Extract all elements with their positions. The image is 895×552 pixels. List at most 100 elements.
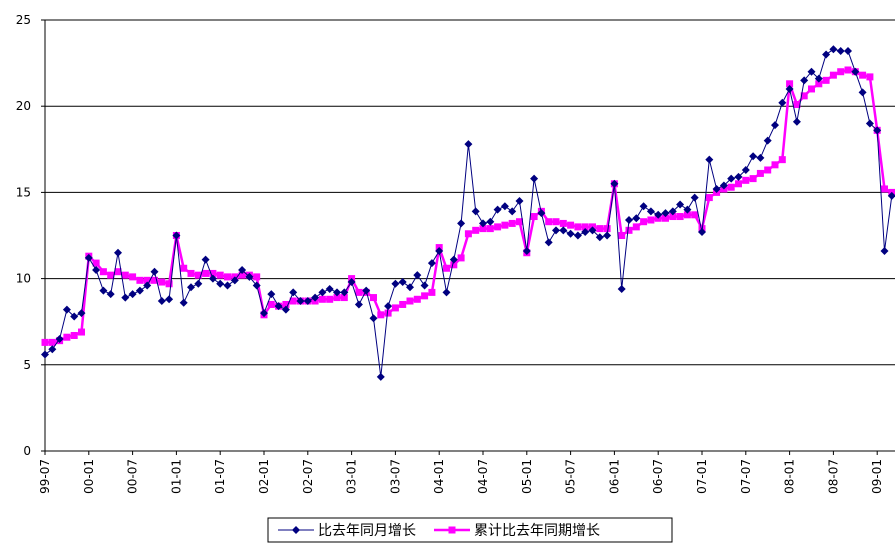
y-tick-label: 15 [16, 185, 31, 199]
x-tick-label: 06-01 [607, 459, 621, 494]
point [515, 197, 524, 206]
point [873, 126, 882, 135]
point [318, 295, 326, 303]
point [223, 281, 232, 290]
point [581, 228, 590, 237]
point [625, 226, 633, 234]
point [479, 225, 487, 233]
point [792, 117, 801, 126]
point [252, 281, 261, 290]
point [640, 218, 648, 226]
point [719, 181, 728, 190]
point [377, 311, 385, 319]
point [194, 271, 202, 279]
point [179, 298, 188, 307]
point [552, 226, 560, 235]
point [669, 213, 677, 221]
x-tick-label: 00-01 [82, 459, 96, 494]
point [260, 309, 268, 318]
point [63, 333, 71, 341]
point [500, 202, 509, 211]
point [238, 265, 247, 274]
point [41, 338, 49, 346]
point [829, 45, 838, 54]
point [749, 175, 757, 183]
x-tick-label: 00-07 [126, 459, 140, 494]
point [573, 231, 582, 240]
y-tick-label: 10 [16, 272, 31, 286]
point [150, 267, 159, 276]
point [661, 209, 670, 218]
point [837, 68, 845, 76]
x-tick-label: 06-07 [651, 459, 665, 494]
point [443, 264, 450, 272]
point [202, 269, 210, 277]
point [464, 230, 472, 238]
point [442, 288, 451, 297]
point [289, 297, 297, 305]
x-tick-label: 05-07 [564, 459, 578, 494]
point [114, 248, 122, 257]
x-tick-label: 07-01 [695, 459, 709, 494]
point [151, 276, 158, 284]
x-tick-label: 03-07 [388, 459, 402, 494]
point [172, 231, 181, 240]
point [99, 268, 107, 276]
point [522, 247, 531, 256]
point [778, 156, 786, 164]
point [48, 345, 57, 354]
point [690, 193, 699, 202]
point [347, 278, 356, 287]
point [333, 294, 341, 302]
point [55, 334, 64, 343]
point [420, 281, 429, 290]
point [508, 219, 516, 227]
point [369, 314, 378, 323]
point [676, 213, 684, 221]
point [654, 210, 663, 219]
point [887, 191, 895, 200]
point [865, 119, 874, 128]
point [588, 226, 597, 235]
point [866, 73, 874, 81]
point [180, 264, 188, 272]
point [566, 229, 575, 238]
point [267, 290, 276, 299]
point [603, 231, 612, 240]
point [48, 338, 56, 346]
point [486, 225, 494, 233]
point [457, 219, 466, 228]
x-tick-label: 09-01 [870, 459, 884, 494]
point [756, 153, 765, 162]
point [691, 211, 699, 219]
legend-marker [448, 526, 456, 534]
point [289, 288, 298, 297]
point [639, 202, 648, 211]
point [808, 85, 815, 93]
point [355, 288, 363, 296]
x-tick-label: 04-07 [476, 459, 490, 494]
point [281, 305, 290, 314]
point [370, 294, 377, 302]
point [581, 223, 589, 231]
point [165, 295, 174, 304]
point [62, 305, 71, 314]
legend-box [267, 517, 673, 543]
point [92, 259, 100, 267]
point [712, 184, 721, 193]
point [274, 302, 283, 311]
point [238, 271, 246, 279]
point [668, 207, 677, 216]
point [778, 98, 787, 107]
point [486, 217, 495, 226]
point [471, 207, 480, 216]
point [84, 253, 93, 262]
point [603, 225, 611, 233]
point [296, 297, 305, 306]
point [785, 84, 794, 93]
point [683, 205, 692, 214]
point [793, 100, 801, 108]
point [741, 165, 750, 174]
point [326, 295, 334, 303]
point [683, 211, 691, 219]
